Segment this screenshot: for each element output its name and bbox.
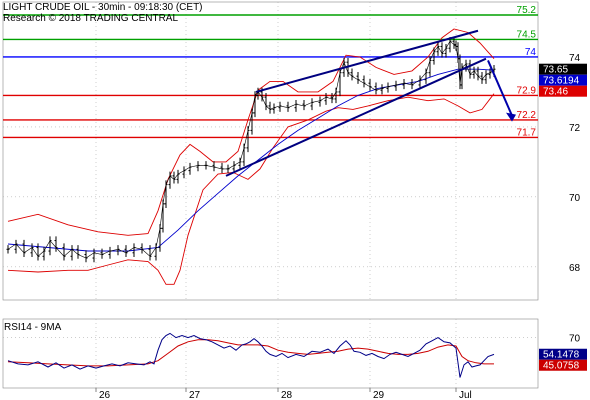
price-badge-bg-1 — [539, 74, 587, 86]
price-badge-bg-0 — [539, 63, 587, 75]
x-axis-label-29: 29 — [373, 390, 385, 400]
rsi-axis-tick-70: 70 — [569, 334, 581, 345]
channel-lower-line — [225, 57, 487, 177]
price-axis-tick-74: 74 — [569, 53, 581, 64]
price-badge-73.65: 73.65 — [543, 65, 568, 76]
x-axis-label-jul: Jul — [459, 390, 472, 400]
level-label-71.7: 71.7 — [517, 127, 537, 138]
level-label-74: 74 — [525, 47, 537, 58]
price-axis-tick-68: 68 — [569, 263, 581, 274]
rsi-line — [7, 332, 495, 378]
moving-average-line — [7, 68, 495, 252]
x-axis-label-26: 26 — [99, 390, 111, 400]
rsi-badge-54.1478: 54.1478 — [543, 350, 580, 361]
price-panel-frame — [2, 1, 539, 301]
trend-arrow-head — [506, 112, 516, 122]
price-badge-bg-2 — [539, 85, 587, 97]
rsi-badge-bg-0 — [539, 348, 587, 360]
chart-title: LIGHT CRUDE OIL - 30min - 09:18:30 (CET) — [3, 2, 203, 13]
trend-arrow-shaft — [487, 60, 513, 117]
level-label-72.9: 72.9 — [517, 85, 537, 96]
research-credit: Research © 2018 TRADING CENTRAL — [3, 13, 179, 24]
bollinger-upper-band — [7, 28, 495, 236]
bollinger-lower-band — [7, 93, 495, 285]
price-badge-73.46: 73.46 — [543, 87, 568, 98]
price-badge-73.6194: 73.6194 — [543, 76, 580, 87]
x-axis-label-28: 28 — [281, 390, 293, 400]
channel-upper-line — [255, 29, 479, 93]
level-label-72.2: 72.2 — [517, 110, 537, 121]
price-axis-tick-72: 72 — [569, 123, 581, 134]
rsi-panel-frame — [2, 318, 539, 389]
rsi-panel-title: RSI14 - 9MA — [4, 322, 62, 333]
price-line — [7, 40, 495, 259]
level-label-75.2: 75.2 — [517, 5, 537, 16]
price-axis-tick-70: 70 — [569, 193, 581, 204]
rsi-ma-line — [7, 339, 494, 367]
rsi-badge-bg-1 — [539, 359, 587, 371]
level-label-74.5: 74.5 — [517, 29, 537, 40]
rsi-badge-45.0758: 45.0758 — [543, 361, 580, 372]
x-axis-label-27: 27 — [189, 390, 201, 400]
